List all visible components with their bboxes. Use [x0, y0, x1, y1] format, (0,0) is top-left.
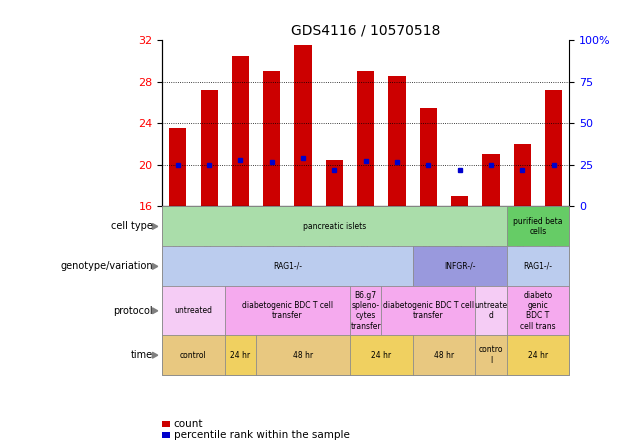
Text: RAG1-/-: RAG1-/-	[523, 262, 553, 271]
Text: protocol: protocol	[113, 306, 153, 316]
Bar	[514, 144, 531, 206]
Bar	[357, 71, 375, 206]
Text: INFGR-/-: INFGR-/-	[444, 262, 475, 271]
Bar	[545, 90, 562, 206]
Text: 48 hr: 48 hr	[293, 351, 313, 360]
Bar	[200, 90, 218, 206]
Text: 24 hr: 24 hr	[371, 351, 391, 360]
Text: count: count	[174, 419, 203, 429]
Text: untreated: untreated	[174, 306, 212, 315]
Text: 48 hr: 48 hr	[434, 351, 454, 360]
Bar	[232, 56, 249, 206]
Bar	[326, 160, 343, 206]
Text: 24 hr: 24 hr	[230, 351, 251, 360]
Text: untreate
d: untreate d	[474, 301, 508, 321]
Text: control: control	[180, 351, 207, 360]
Text: diabetogenic BDC T cell
transfer: diabetogenic BDC T cell transfer	[242, 301, 333, 321]
Bar	[389, 76, 406, 206]
Text: pancreatic islets: pancreatic islets	[303, 222, 366, 231]
Bar	[451, 196, 468, 206]
Text: purified beta
cells: purified beta cells	[513, 217, 563, 236]
Text: diabetogenic BDC T cell
transfer: diabetogenic BDC T cell transfer	[383, 301, 474, 321]
Text: genotype/variation: genotype/variation	[60, 262, 153, 271]
Text: percentile rank within the sample: percentile rank within the sample	[174, 430, 350, 440]
Text: RAG1-/-: RAG1-/-	[273, 262, 302, 271]
Text: GDS4116 / 10570518: GDS4116 / 10570518	[291, 24, 440, 38]
Bar	[169, 128, 186, 206]
Bar	[294, 45, 312, 206]
Bar	[482, 155, 499, 206]
Text: diabeto
genic
BDC T
cell trans: diabeto genic BDC T cell trans	[520, 291, 556, 331]
Bar	[420, 107, 437, 206]
Text: B6.g7
spleno-
cytes
transfer: B6.g7 spleno- cytes transfer	[350, 291, 381, 331]
Text: time: time	[130, 350, 153, 360]
Text: 24 hr: 24 hr	[528, 351, 548, 360]
Bar	[263, 71, 280, 206]
Text: cell type: cell type	[111, 222, 153, 231]
Text: contro
l: contro l	[479, 345, 503, 365]
